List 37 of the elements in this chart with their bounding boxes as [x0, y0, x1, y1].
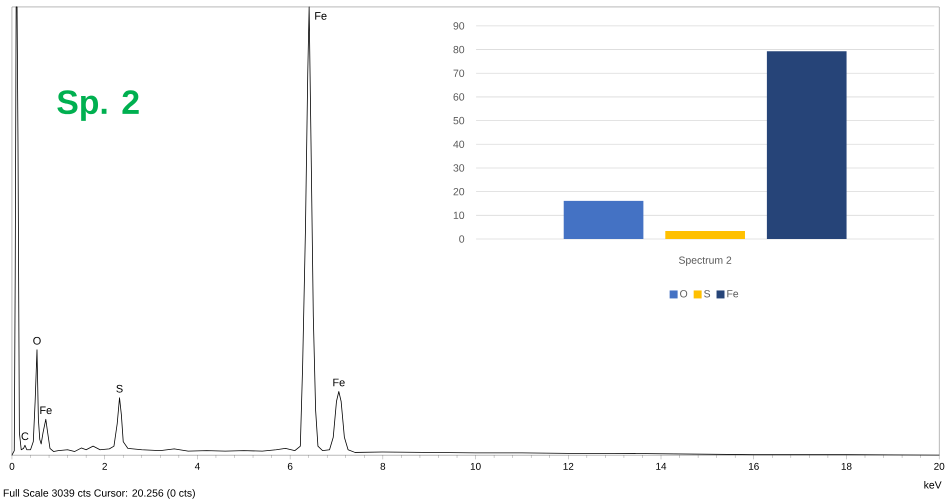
- x-tick-label: 18: [842, 462, 852, 470]
- x-tick-label: 8: [380, 462, 386, 470]
- y-tick-label: 70: [454, 70, 464, 77]
- legend-label: O: [680, 290, 688, 298]
- bar: [766, 51, 847, 240]
- annotation: Fe: [40, 406, 52, 414]
- y-tick-label: 90: [453, 22, 464, 30]
- y-tick-label: 50: [453, 116, 464, 124]
- x-axis-title: keV: [924, 481, 942, 489]
- x-tick-label: 0: [10, 462, 14, 470]
- annotation: C: [22, 432, 28, 440]
- y-tick-label: 30: [453, 164, 464, 172]
- bar: [564, 200, 644, 240]
- y-tick-label: 40: [453, 140, 464, 148]
- legend-label: S: [704, 290, 710, 298]
- y-tick-label: 10: [454, 212, 464, 220]
- x-tick-label: 10: [470, 462, 481, 470]
- text: Full Scale 3039 cts Cursor: 20.256 (0 cts): [4, 489, 195, 499]
- x-tick-label: 16: [748, 462, 759, 470]
- x-tick-label: 2: [102, 462, 107, 470]
- x-tick-label: 4: [194, 462, 200, 470]
- x-tick-label: 20: [934, 462, 944, 470]
- x-tick-label: 12: [564, 462, 574, 470]
- x-tick-label: 6: [288, 462, 292, 470]
- text: Sp. 2: [57, 90, 139, 121]
- bar: [665, 230, 745, 240]
- y-tick-label: 0: [459, 235, 464, 243]
- x-tick-label: Spectrum 2: [678, 256, 732, 266]
- annotation: Fe: [315, 12, 327, 20]
- annotation: O: [33, 336, 41, 345]
- y-tick-label: 80: [453, 46, 464, 54]
- y-tick-label: 60: [454, 93, 464, 101]
- annotation: S: [116, 384, 123, 393]
- legend-label: Fe: [727, 290, 738, 298]
- annotation: Fe: [333, 378, 345, 386]
- x-tick-label: 14: [656, 462, 666, 470]
- y-tick-label: 20: [454, 188, 464, 196]
